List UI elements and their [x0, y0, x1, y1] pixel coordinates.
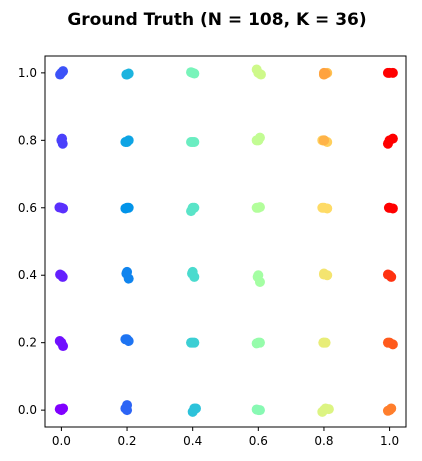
scatter-point — [318, 337, 329, 348]
scatter-point — [54, 335, 65, 346]
y-tick-label: 0.2 — [18, 336, 37, 350]
scatter-point — [186, 137, 197, 148]
x-axis: 0.0 0.2 0.4 0.6 0.8 1.0 — [52, 427, 399, 448]
scatter-point — [382, 405, 393, 416]
scatter-point — [186, 67, 197, 78]
scatter-point — [57, 133, 68, 144]
scatter-point — [54, 202, 65, 213]
x-tick-label: 0.4 — [183, 434, 202, 448]
y-tick-label: 0.6 — [18, 201, 37, 215]
scatter-point — [382, 337, 393, 348]
scatter-point — [252, 271, 263, 282]
y-tick-label: 0.4 — [18, 268, 37, 282]
scatter-point — [251, 135, 262, 146]
scatter-point — [190, 403, 201, 414]
scatter-point — [318, 69, 329, 80]
scatter-point — [382, 138, 393, 149]
scatter-point — [318, 269, 329, 280]
x-tick-label: 0.2 — [117, 434, 136, 448]
chart-title: Ground Truth (N = 108, K = 36) — [67, 10, 366, 30]
scatter-point — [382, 67, 393, 78]
scatter-point — [121, 69, 132, 80]
scatter-point — [55, 69, 66, 80]
scatter-point — [251, 338, 262, 349]
plot-area-frame — [44, 55, 407, 428]
scatter-point — [255, 69, 266, 80]
x-tick-label: 0.6 — [249, 434, 268, 448]
scatter-point — [186, 337, 197, 348]
x-tick-label: 1.0 — [380, 434, 399, 448]
scatter-point — [251, 404, 262, 415]
scatter-point — [383, 202, 394, 213]
scatter-point — [317, 202, 328, 213]
scatter-point — [187, 268, 198, 279]
scatter-point — [251, 202, 262, 213]
scatter-point — [382, 269, 393, 280]
scatter-point — [323, 404, 334, 415]
scatter-point — [120, 203, 131, 214]
y-tick-label: 0.0 — [18, 403, 37, 417]
scatter-point — [54, 404, 65, 415]
y-tick-label: 0.8 — [18, 133, 37, 147]
x-tick-label: 0.0 — [52, 434, 71, 448]
scatter-point — [120, 137, 131, 148]
scatter-point — [120, 334, 131, 345]
x-tick-label: 0.8 — [314, 434, 333, 448]
scatter-point — [186, 206, 197, 217]
y-axis: 0.0 0.2 0.4 0.6 0.8 1.0 — [18, 66, 45, 417]
scatter-point — [318, 135, 329, 146]
scatter-point — [121, 268, 132, 279]
points-layer — [54, 64, 398, 417]
y-tick-label: 1.0 — [18, 66, 37, 80]
scatter-point — [55, 269, 66, 280]
scatter-point — [120, 403, 131, 414]
